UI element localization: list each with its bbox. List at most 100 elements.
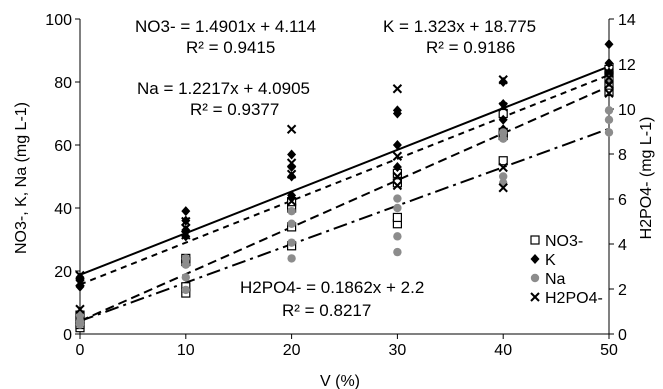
point-na bbox=[181, 254, 190, 263]
legend-label: NO3- bbox=[545, 233, 583, 250]
x-marker-stroke bbox=[75, 277, 85, 287]
point-na bbox=[287, 238, 296, 247]
y-right-tick-label: 8 bbox=[618, 147, 627, 164]
y-left-tick-label: 0 bbox=[63, 327, 72, 344]
x-marker-stroke bbox=[286, 124, 297, 134]
x-tick-label: 50 bbox=[600, 342, 618, 359]
h2po4-r2: R² = 0.8217 bbox=[282, 301, 371, 320]
legend-label: Na bbox=[545, 271, 566, 288]
point-na bbox=[287, 254, 296, 263]
point-no3 bbox=[498, 156, 508, 166]
x-marker-stroke bbox=[392, 180, 403, 191]
x-marker-stroke bbox=[604, 79, 614, 89]
point-no3 bbox=[392, 212, 402, 223]
x-marker-stroke bbox=[286, 158, 297, 168]
y-right-tick-label: 2 bbox=[618, 282, 627, 299]
x-tick-label: 0 bbox=[76, 342, 85, 359]
point-k bbox=[181, 206, 191, 217]
x-tick-label: 30 bbox=[389, 342, 407, 359]
point-h2po4 bbox=[392, 151, 403, 161]
point-h2po4 bbox=[286, 124, 297, 134]
x-marker-stroke bbox=[181, 216, 191, 227]
x-marker-stroke bbox=[498, 183, 508, 193]
point-h2po4 bbox=[286, 158, 297, 168]
y-left-axis-title: NO3-, K, Na (mg L-1) bbox=[13, 102, 30, 254]
point-h2po4 bbox=[498, 102, 508, 112]
point-h2po4 bbox=[75, 277, 85, 287]
point-na bbox=[499, 172, 508, 181]
y-right-axis-title: H2PO4- (mg L-1) bbox=[638, 117, 655, 240]
x-marker-stroke bbox=[286, 169, 297, 179]
point-h2po4 bbox=[181, 223, 191, 233]
point-h2po4 bbox=[604, 79, 614, 89]
x-marker-stroke bbox=[181, 230, 191, 240]
y-left-tick-label: 60 bbox=[54, 138, 72, 155]
x-marker-stroke bbox=[75, 270, 85, 281]
point-h2po4 bbox=[392, 171, 403, 182]
point-h2po4 bbox=[286, 196, 297, 206]
y-left-tick-label: 80 bbox=[54, 75, 72, 92]
trendlines-group bbox=[79, 65, 610, 323]
point-k bbox=[392, 140, 402, 150]
point-h2po4 bbox=[498, 183, 508, 193]
x-tick-label: 10 bbox=[177, 342, 195, 359]
point-na bbox=[75, 317, 85, 326]
legend-marker-na bbox=[530, 273, 540, 283]
no3-r2: R² = 0.9415 bbox=[186, 38, 275, 57]
point-h2po4 bbox=[392, 84, 403, 94]
point-k bbox=[498, 114, 508, 125]
point-na bbox=[181, 273, 190, 282]
point-na bbox=[393, 247, 402, 257]
y-right-tick-label: 4 bbox=[618, 237, 627, 254]
point-na bbox=[393, 194, 402, 203]
y-left-tick-label: 20 bbox=[54, 264, 72, 281]
x-tick-label: 40 bbox=[494, 342, 512, 359]
x-marker-stroke bbox=[498, 162, 508, 173]
trendline-k bbox=[79, 65, 610, 276]
legend-marker-k bbox=[530, 254, 540, 264]
y-right-tick-label: 14 bbox=[618, 12, 636, 29]
point-h2po4 bbox=[181, 230, 191, 240]
point-k bbox=[604, 39, 614, 50]
x-tick-label: 20 bbox=[283, 342, 301, 359]
point-na bbox=[181, 285, 190, 295]
x-marker-stroke bbox=[498, 75, 508, 85]
point-k bbox=[287, 171, 297, 182]
point-k bbox=[392, 162, 402, 173]
point-na bbox=[499, 134, 508, 143]
point-na bbox=[604, 106, 614, 115]
point-na bbox=[287, 206, 296, 216]
trendline-no3 bbox=[79, 85, 610, 322]
k-r2: R² = 0.9186 bbox=[426, 38, 515, 57]
x-marker-stroke bbox=[498, 102, 508, 112]
point-h2po4 bbox=[75, 304, 85, 314]
point-k bbox=[392, 105, 402, 116]
point-na bbox=[393, 203, 402, 213]
h2po4-equation: H2PO4- = 0.1862x + 2.2 bbox=[240, 278, 424, 297]
point-na bbox=[75, 310, 85, 320]
point-h2po4 bbox=[392, 180, 403, 191]
legend-marker-h2po4 bbox=[530, 292, 540, 302]
points-group bbox=[75, 39, 614, 333]
x-marker-stroke bbox=[181, 223, 191, 233]
point-na bbox=[181, 260, 190, 269]
na-equation: Na = 1.2217x + 4.0905 bbox=[137, 79, 310, 98]
no3-equation: NO3- = 1.4901x + 4.114 bbox=[135, 17, 316, 36]
y-left-tick-label: 100 bbox=[45, 12, 72, 29]
legend-label: H2PO4- bbox=[545, 290, 603, 307]
y-right-tick-label: 12 bbox=[618, 57, 636, 74]
point-k bbox=[498, 77, 508, 87]
x-marker-stroke bbox=[286, 196, 297, 206]
y-right-tick-label: 10 bbox=[618, 102, 636, 119]
y-right-tick-label: 0 bbox=[618, 327, 627, 344]
x-marker-stroke bbox=[392, 151, 403, 161]
point-h2po4 bbox=[286, 169, 297, 179]
point-k bbox=[498, 99, 508, 110]
point-h2po4 bbox=[604, 88, 614, 98]
y-left-tick-label: 40 bbox=[54, 201, 72, 218]
point-na bbox=[604, 115, 614, 125]
legend-marker-no3 bbox=[530, 235, 540, 245]
k-equation: K = 1.323x + 18.775 bbox=[383, 17, 536, 36]
